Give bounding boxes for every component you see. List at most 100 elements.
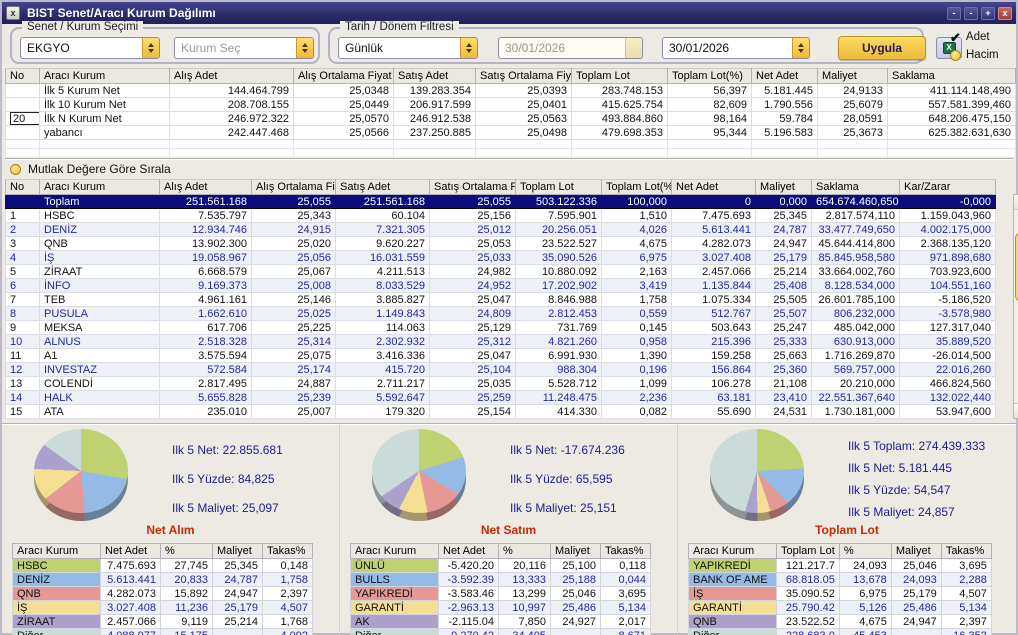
column-header[interactable]: Net Adet bbox=[751, 68, 818, 84]
combo-spinner-icon[interactable] bbox=[142, 38, 159, 58]
close-window-icon[interactable]: x bbox=[6, 6, 20, 20]
table-row[interactable]: İŞ 3.027.408 11,236 25,179 4,507 bbox=[12, 600, 313, 615]
table-row[interactable]: GARANTİ -2.963.13 10,997 25,486 5,134 bbox=[350, 600, 651, 615]
scroll-up-icon[interactable] bbox=[1014, 195, 1018, 210]
column-header[interactable]: Net Adet bbox=[438, 543, 499, 559]
column-header[interactable]: Takas% bbox=[600, 543, 651, 559]
column-header[interactable]: Maliyet bbox=[817, 68, 888, 84]
column-header[interactable]: Takas% bbox=[262, 543, 313, 559]
table-row[interactable]: 4 İŞ 19.058.967 25,056 16.031.559 25,033 35.09… bbox=[5, 250, 996, 265]
column-header[interactable]: Aracı Kurum bbox=[350, 543, 439, 559]
column-header[interactable]: Net Adet bbox=[671, 179, 756, 195]
column-header[interactable]: Kar/Zarar bbox=[899, 179, 996, 195]
column-header[interactable]: Takas% bbox=[940, 543, 992, 559]
senet-combo[interactable]: EKGYO bbox=[20, 37, 160, 59]
date-to-field[interactable]: 30/01/2026 bbox=[662, 37, 810, 59]
column-header[interactable]: Saklama bbox=[887, 68, 1016, 84]
table-row[interactable]: 6 İNFO 9.169.373 25,008 8.033.529 24,952 17.20… bbox=[5, 278, 996, 293]
table-row[interactable]: Diğer-9.270.4234,405 8,671 bbox=[350, 628, 651, 635]
column-header[interactable]: Alış Ortalama Fiy bbox=[251, 179, 336, 195]
table-row[interactable]: YAPIKREDİ 121.217.7 24,093 25,046 3,695 bbox=[688, 558, 992, 573]
radio-adet[interactable]: ✔ Adet bbox=[950, 28, 1010, 46]
table-row[interactable]: 14 HALK 5.655.828 25,239 5.592.647 25,259 11.2… bbox=[5, 390, 996, 405]
table-row[interactable]: QNB 4.282.073 15,892 24,947 2,397 bbox=[12, 586, 313, 601]
value-cell: 25,247 bbox=[755, 320, 812, 335]
column-header[interactable]: No bbox=[5, 179, 40, 195]
table-row[interactable]: 5 ZİRAAT 6.668.579 25,067 4.211.513 24,982 10.… bbox=[5, 264, 996, 279]
column-header[interactable]: % bbox=[160, 543, 213, 559]
minimize-icon[interactable]: - bbox=[947, 6, 961, 20]
table-row[interactable]: 8 PUSULA 1.662.610 25,025 1.149.843 24,809 2.8… bbox=[5, 306, 996, 321]
combo-spinner-icon[interactable] bbox=[460, 38, 477, 58]
column-header[interactable]: Aracı Kurum bbox=[12, 543, 101, 559]
table-row[interactable]: ÜNLÜ -5.420.20 20,116 25,100 0,118 bbox=[350, 558, 651, 573]
column-header[interactable]: Aracı Kurum bbox=[688, 543, 777, 559]
table-row[interactable]: GARANTİ 25.790.42 5,126 25,486 5,134 bbox=[688, 600, 992, 615]
date-spinner-icon[interactable] bbox=[792, 38, 809, 58]
column-header[interactable]: Saklama bbox=[811, 179, 900, 195]
column-header[interactable]: Maliyet bbox=[890, 543, 942, 559]
column-header[interactable]: % bbox=[838, 543, 892, 559]
value-cell: 1,099 bbox=[601, 376, 672, 391]
column-header[interactable]: Satış Adet bbox=[393, 68, 476, 84]
table-row[interactable]: yabancı 242.447.468 25,0566 237.250.885 25,0… bbox=[5, 125, 1016, 140]
table-row[interactable]: İlk 10 Kurum Net 208.708.155 25,0449 206.91… bbox=[5, 97, 1016, 112]
column-header[interactable]: Maliyet bbox=[550, 543, 601, 559]
n-kurum-input[interactable]: 20 bbox=[10, 112, 39, 125]
table-row[interactable]: YAPIKREDİ -3.583.46 13,299 25,046 3,695 bbox=[350, 586, 651, 601]
table-row[interactable]: AK -2.115.04 7,850 24,927 2,017 bbox=[350, 614, 651, 629]
table-row[interactable]: Diğer4.088.97715,175 4,092 bbox=[12, 628, 313, 635]
restore-icon[interactable]: - bbox=[964, 6, 978, 20]
table-row[interactable]: İlk 5 Kurum Net 144.464.799 25,0348 139.283… bbox=[5, 83, 1016, 98]
table-row[interactable]: 9 MEKSA 617.706 25,225 114.063 25,129 731.769 0… bbox=[5, 320, 996, 335]
column-header[interactable]: Satış Ortalama Fiyat bbox=[475, 68, 572, 84]
kurum-combo[interactable]: Kurum Seç bbox=[174, 37, 314, 59]
column-header[interactable]: Alış Adet bbox=[169, 68, 294, 84]
table-row[interactable]: 20 İlk N Kurum Net 246.972.322 25,0570 246.9… bbox=[5, 111, 1016, 126]
table-row[interactable]: BANK OF AME 68.818.05 13,678 24,093 2,288 bbox=[688, 572, 992, 587]
table-row[interactable]: İŞ 35.090.52 6,975 25,179 4,507 bbox=[688, 586, 992, 601]
table-row[interactable]: QNB 23.522.52 4,675 24,947 2,397 bbox=[688, 614, 992, 629]
table-row[interactable]: 15 ATA 235.010 25,007 179.320 25,154 414.330 0,… bbox=[5, 404, 996, 419]
column-header[interactable]: Aracı Kurum bbox=[39, 68, 170, 84]
table-row[interactable]: 13 COLENDİ 2.817.495 24,887 2.711.217 25,035 5… bbox=[5, 376, 996, 391]
radio-hacim[interactable]: Hacim bbox=[950, 46, 1010, 64]
table-row[interactable]: 2 DENİZ 12.934.746 24,915 7.321.305 25,012 20.… bbox=[5, 222, 996, 237]
table-row[interactable]: 12 INVESTAZ 572.584 25,174 415.720 25,104 988.… bbox=[5, 362, 996, 377]
column-header[interactable]: Toplam Lot bbox=[776, 543, 840, 559]
column-header[interactable]: % bbox=[498, 543, 551, 559]
column-header[interactable]: Net Adet bbox=[100, 543, 161, 559]
sort-option[interactable]: Mutlak Değere Göre Sırala bbox=[2, 159, 1016, 179]
table-row[interactable]: 11 A1 3.575.594 25,075 3.416.336 25,047 6.991.… bbox=[5, 348, 996, 363]
column-header[interactable]: Toplam Lot bbox=[571, 68, 668, 84]
column-header[interactable]: Satış Adet bbox=[335, 179, 430, 195]
column-header[interactable]: Satış Ortalama Fi bbox=[429, 179, 516, 195]
vertical-scrollbar[interactable] bbox=[1013, 194, 1018, 419]
column-header[interactable]: Toplam Lot(%) bbox=[667, 68, 752, 84]
column-header[interactable]: Toplam Lot(% bbox=[601, 179, 672, 195]
table-row[interactable]: 10 ALNUS 2.518.328 25,314 2.302.932 25,312 4.8… bbox=[5, 334, 996, 349]
column-header[interactable]: Maliyet bbox=[755, 179, 812, 195]
column-header[interactable]: Toplam Lot bbox=[515, 179, 602, 195]
combo-spinner-icon[interactable] bbox=[296, 38, 313, 58]
maximize-icon[interactable]: + bbox=[981, 6, 995, 20]
total-row-selected[interactable]: Toplam 251.561.168 25,055 251.561.168 25,055… bbox=[5, 194, 996, 209]
table-row[interactable]: ZİRAAT 2.457.066 9,119 25,214 1,768 bbox=[12, 614, 313, 629]
period-combo[interactable]: Günlük bbox=[338, 37, 478, 59]
column-header[interactable]: No bbox=[5, 68, 40, 84]
column-header[interactable]: Maliyet bbox=[212, 543, 263, 559]
scrollbar-track[interactable] bbox=[1014, 210, 1018, 403]
table-row[interactable]: DENİZ 5.613.441 20,833 24,787 1,758 bbox=[12, 572, 313, 587]
column-header[interactable]: Alış Ortalama Fiyat bbox=[293, 68, 394, 84]
column-header[interactable]: Aracı Kurum bbox=[39, 179, 160, 195]
scroll-down-icon[interactable] bbox=[1014, 403, 1018, 418]
close-icon[interactable]: x bbox=[998, 6, 1012, 20]
table-row[interactable]: 7 TEB 4.961.161 25,146 3.885.827 25,047 8.846.… bbox=[5, 292, 996, 307]
table-row[interactable]: BULLS -3.592.39 13,333 25,188 0,044 bbox=[350, 572, 651, 587]
apply-button[interactable]: Uygula bbox=[838, 36, 926, 60]
table-row[interactable]: Diğer228.683.045,453 16,352 bbox=[688, 628, 992, 635]
column-header[interactable]: Alış Adet bbox=[159, 179, 252, 195]
table-row[interactable]: HSBC 7.475.693 27,745 25,345 0,148 bbox=[12, 558, 313, 573]
table-row[interactable]: 1 HSBC 7.535.797 25,343 60.104 25,156 7.595.90… bbox=[5, 208, 996, 223]
table-row[interactable]: 3 QNB 13.902.300 25,020 9.620.227 25,053 23.52… bbox=[5, 236, 996, 251]
